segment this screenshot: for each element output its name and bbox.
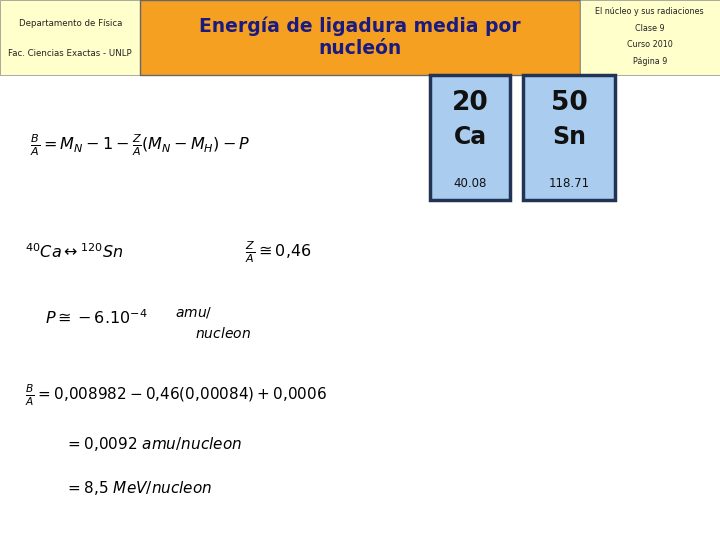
Text: $\frac{B}{A} = 0{,}008982 - 0{,}46(0{,}00084) + 0{,}0006$: $\frac{B}{A} = 0{,}008982 - 0{,}46(0{,}0…	[25, 382, 327, 408]
Text: Curso 2010: Curso 2010	[627, 40, 672, 50]
Text: $= 8{,}5\ MeV/nucleon$: $= 8{,}5\ MeV/nucleon$	[65, 479, 212, 497]
Text: Fac. Ciencias Exactas - UNLP: Fac. Ciencias Exactas - UNLP	[9, 50, 132, 58]
Text: $nucleon$: $nucleon$	[195, 326, 251, 341]
Text: Ca: Ca	[454, 125, 487, 150]
Text: Departamento de Física: Departamento de Física	[19, 19, 122, 29]
Text: Sn: Sn	[552, 125, 586, 150]
Bar	[0, 75, 720, 540]
Bar	[580, 0, 720, 75]
Text: 40.08: 40.08	[454, 177, 487, 190]
Text: 20: 20	[451, 90, 488, 116]
Text: $= 0{,}0092\ amu/nucleon$: $= 0{,}0092\ amu/nucleon$	[65, 435, 242, 453]
Text: Energía de ligadura media por
nucleón: Energía de ligadura media por nucleón	[199, 17, 521, 58]
Text: 118.71: 118.71	[549, 177, 590, 190]
Bar	[0, 0, 140, 75]
Text: $amu/$: $amu/$	[175, 306, 212, 321]
Text: Página 9: Página 9	[633, 57, 667, 66]
Text: El núcleo y sus radiaciones: El núcleo y sus radiaciones	[595, 8, 704, 17]
Text: $^{40}Ca \leftrightarrow ^{120}Sn$: $^{40}Ca \leftrightarrow ^{120}Sn$	[25, 242, 124, 261]
Text: $\frac{Z}{A} \cong 0{,}46$: $\frac{Z}{A} \cong 0{,}46$	[245, 239, 312, 265]
Bar	[430, 75, 510, 200]
Text: $P \cong -6.10^{-4}$: $P \cong -6.10^{-4}$	[45, 309, 148, 327]
Bar	[140, 0, 580, 75]
Text: Clase 9: Clase 9	[635, 24, 665, 33]
Bar	[523, 75, 615, 200]
Text: 50: 50	[551, 90, 588, 116]
Text: $\frac{B}{A} = M_N - 1 - \frac{Z}{A}(M_N - M_H) - P$: $\frac{B}{A} = M_N - 1 - \frac{Z}{A}(M_N…	[30, 132, 251, 158]
